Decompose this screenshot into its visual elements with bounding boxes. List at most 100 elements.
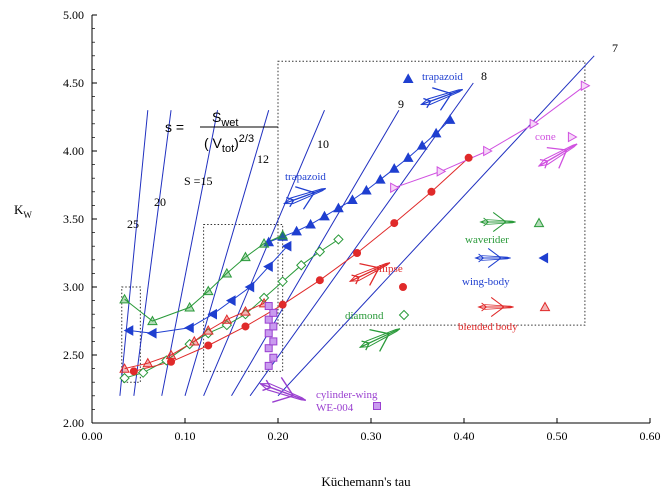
data-point	[264, 344, 273, 353]
wing-body-label: wing-body	[462, 276, 510, 288]
vehicle-icons	[258, 87, 578, 403]
data-point	[305, 218, 316, 229]
ellipse-icon	[348, 262, 391, 286]
series-curve	[124, 238, 339, 379]
y-tick-label: 5.00	[63, 8, 84, 22]
data-point	[240, 305, 251, 316]
cylinder-wing-label: cylinder-wing	[316, 389, 378, 401]
data-point	[277, 231, 288, 241]
data-point	[269, 322, 278, 331]
cone-label: cone	[535, 131, 556, 143]
formula-numerator: Swet	[212, 109, 238, 129]
data-point	[374, 174, 386, 184]
data-point	[399, 283, 407, 291]
data-point	[402, 152, 414, 162]
cylinder-wing-icon	[258, 376, 307, 403]
s-line	[161, 110, 219, 396]
data-point	[373, 402, 381, 410]
data-point	[202, 324, 214, 335]
s-line-label: 7	[612, 41, 618, 55]
s-line-label: 25	[127, 217, 139, 231]
data-point	[464, 153, 473, 162]
formula-den-close: )	[234, 135, 239, 151]
data-point	[416, 140, 428, 150]
data-point	[269, 337, 278, 346]
data-point	[123, 325, 134, 336]
y-tick-label: 3.50	[63, 212, 84, 226]
formula-denominator: ( Vtot)2/3	[204, 133, 254, 155]
data-point	[119, 293, 130, 304]
data-point	[269, 308, 278, 317]
waverider-icon	[479, 211, 516, 233]
s-line-label: 20	[154, 195, 166, 209]
we-004-label: WE-004	[316, 402, 354, 414]
blended-body-icon	[477, 296, 514, 318]
data-point	[244, 281, 255, 293]
series-curve	[129, 245, 288, 334]
data-point	[142, 357, 154, 368]
s-line	[203, 110, 325, 396]
data-point	[390, 182, 400, 194]
data-point	[281, 240, 292, 252]
data-point	[137, 367, 149, 378]
data-point	[347, 194, 358, 205]
s-line	[277, 55, 595, 397]
s-line-label: 9	[398, 97, 404, 111]
s-line	[231, 109, 400, 397]
diamond-label: diamond	[345, 310, 384, 322]
s-line-label: 12	[257, 152, 269, 166]
data-point	[333, 234, 344, 245]
y-tick-label: 4.50	[63, 76, 84, 90]
formula-num-sub: wet	[220, 117, 238, 129]
data-point	[388, 163, 400, 173]
data-point	[258, 237, 270, 248]
data-point	[319, 210, 330, 221]
diamond-icon	[358, 328, 401, 352]
x-tick-label: 0.30	[361, 429, 382, 443]
y-tick-label: 2.50	[63, 348, 84, 362]
s-line-label: S =15	[184, 174, 212, 188]
data-point	[314, 246, 326, 257]
data-point	[353, 249, 362, 257]
data-point	[264, 361, 273, 370]
s-line	[133, 110, 172, 396]
data-point	[291, 225, 302, 236]
formula-den-sub: tot	[222, 143, 234, 155]
series-curve	[133, 157, 470, 372]
data-point	[444, 114, 456, 124]
data-point	[529, 118, 540, 130]
formula-den-exp: 2/3	[239, 133, 254, 145]
data-point	[221, 267, 233, 278]
data-point	[225, 295, 236, 306]
data-point	[241, 322, 250, 331]
data-point	[240, 251, 251, 262]
data-point	[184, 322, 194, 334]
y-tick-label: 4.00	[63, 144, 84, 158]
data-point	[146, 327, 157, 339]
data-point	[567, 131, 578, 143]
data-point	[580, 80, 591, 92]
data-point	[427, 187, 436, 196]
data-point	[361, 184, 372, 195]
s-formula: s = Swet ( Vtot)2/3	[165, 109, 278, 155]
trapazoid-icon-top	[419, 87, 463, 111]
data-point	[188, 335, 200, 346]
y-axis-title-sub: W	[23, 210, 32, 220]
data-point	[483, 145, 493, 157]
data-point	[167, 357, 176, 366]
x-tick-label: 0.50	[547, 429, 568, 443]
s-lines: 7 8 9 10 12 S =15 20 25	[119, 41, 618, 397]
data-point	[119, 372, 130, 384]
region-box-large	[277, 60, 586, 326]
data-point	[221, 314, 233, 324]
s-line-label: 10	[317, 137, 329, 151]
data-point	[277, 229, 288, 240]
data-point	[390, 219, 399, 228]
data-point	[119, 363, 130, 373]
x-tick-label: 0.10	[175, 429, 196, 443]
series-curve	[394, 85, 586, 189]
data-point	[398, 309, 410, 321]
y-tick-label: 3.00	[63, 280, 84, 294]
s-line	[184, 110, 270, 396]
x-axis-title: Küchemann's tau	[321, 474, 411, 489]
